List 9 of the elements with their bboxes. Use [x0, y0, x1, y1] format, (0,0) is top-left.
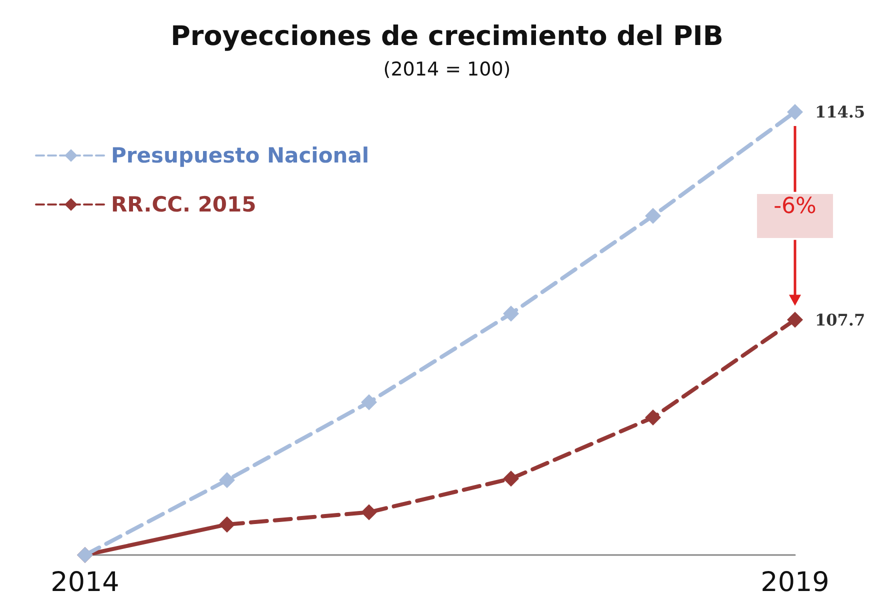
legend-label: Presupuesto Nacional — [111, 144, 370, 168]
chart-subtitle: (2014 = 100) — [383, 58, 511, 80]
x-tick-label: 2014 — [50, 567, 120, 598]
legend-label: RR.CC. 2015 — [111, 192, 256, 216]
data-label: 114.5 — [815, 102, 866, 122]
x-tick-label: 2019 — [760, 567, 830, 598]
annotation: -6% — [757, 194, 833, 238]
chart-title: Proyecciones de crecimiento del PIB — [170, 21, 724, 52]
data-label: 107.7 — [815, 310, 866, 330]
